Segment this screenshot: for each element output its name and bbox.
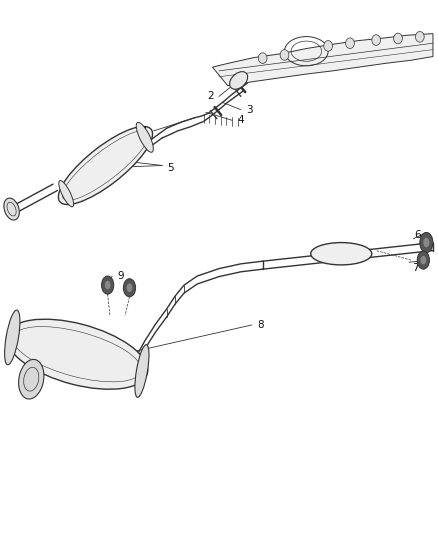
Text: 2: 2	[207, 91, 214, 101]
Circle shape	[280, 50, 289, 60]
Ellipse shape	[135, 345, 149, 397]
Ellipse shape	[102, 276, 114, 294]
Text: 7: 7	[412, 263, 419, 272]
Ellipse shape	[105, 281, 110, 289]
Ellipse shape	[136, 123, 153, 152]
Ellipse shape	[4, 198, 19, 220]
Text: 5: 5	[168, 163, 174, 173]
Text: 4: 4	[237, 115, 244, 125]
Text: 3: 3	[246, 104, 253, 115]
Ellipse shape	[417, 251, 429, 269]
Ellipse shape	[311, 243, 372, 265]
Ellipse shape	[230, 71, 247, 89]
Ellipse shape	[18, 359, 44, 399]
Text: 9: 9	[117, 271, 124, 281]
Ellipse shape	[127, 284, 132, 292]
Ellipse shape	[59, 181, 74, 207]
Ellipse shape	[420, 232, 433, 253]
Circle shape	[416, 31, 424, 42]
Circle shape	[372, 35, 381, 45]
Ellipse shape	[424, 238, 429, 247]
Circle shape	[346, 38, 354, 49]
Ellipse shape	[58, 126, 152, 205]
Circle shape	[324, 41, 332, 51]
Text: 8: 8	[257, 320, 264, 330]
Text: 1: 1	[141, 126, 148, 136]
Polygon shape	[212, 34, 433, 86]
Circle shape	[258, 53, 267, 63]
Ellipse shape	[7, 319, 148, 389]
Ellipse shape	[5, 310, 20, 365]
Ellipse shape	[124, 279, 136, 297]
Ellipse shape	[420, 256, 426, 264]
Circle shape	[394, 33, 403, 44]
Text: 6: 6	[414, 230, 421, 240]
